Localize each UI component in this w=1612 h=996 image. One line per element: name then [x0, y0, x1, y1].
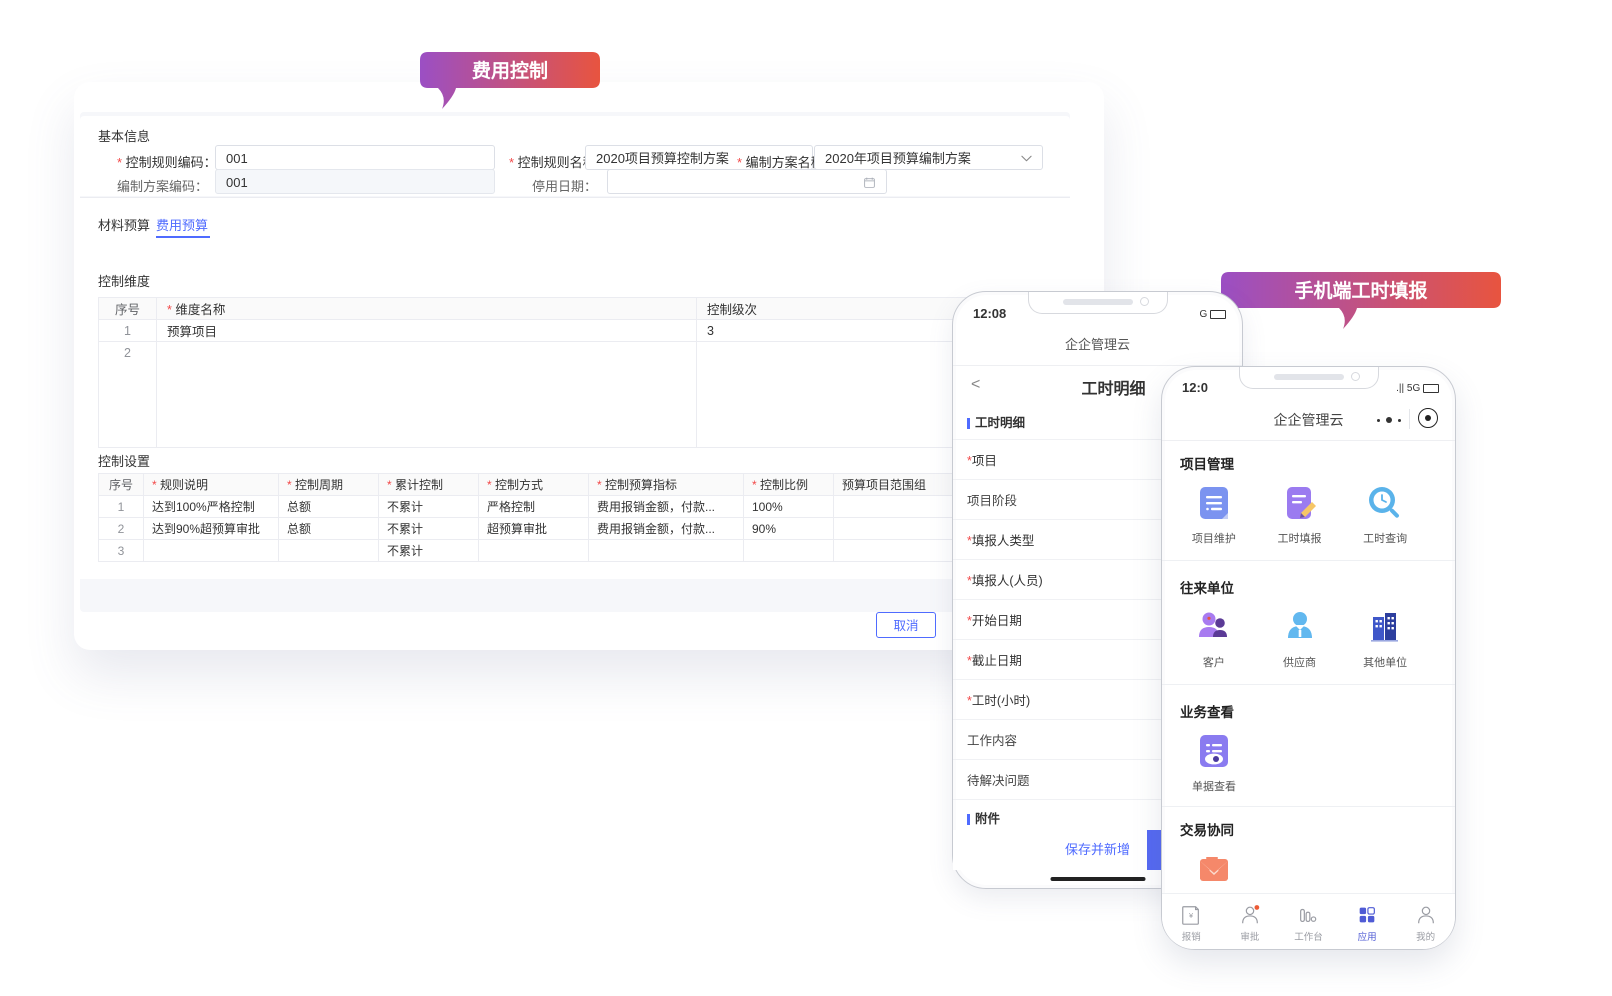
svg-text:¥: ¥: [1189, 911, 1194, 920]
svg-text:手机端工时填报: 手机端工时填报: [1294, 279, 1427, 302]
svg-text:费用控制: 费用控制: [472, 59, 548, 82]
